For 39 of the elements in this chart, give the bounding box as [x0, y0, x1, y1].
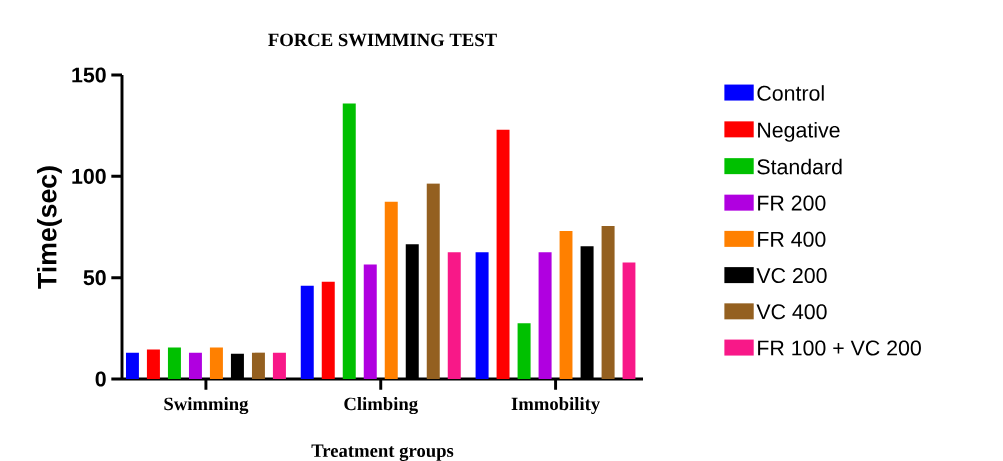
chart-title: FORCE SWIMMING TEST [268, 33, 497, 47]
x-axis-title: Treatment groups [311, 444, 454, 461]
y-tick-label: 150 [72, 67, 106, 83]
bar [321, 281, 335, 379]
legend-label: FR 400 [758, 231, 826, 247]
bar [209, 347, 223, 379]
legend-label: Negative [758, 121, 840, 142]
bar [601, 225, 615, 379]
legend-label: VC 200 [756, 268, 827, 284]
legend-label: FR 200 [758, 195, 826, 211]
legend-label: FR 100 + VC 200 [758, 340, 921, 356]
bar [188, 352, 202, 379]
bar [251, 352, 265, 379]
bar [475, 252, 489, 379]
bar [300, 285, 314, 379]
bar [622, 262, 636, 379]
legend-label: Standard [757, 158, 842, 175]
bar [146, 349, 160, 379]
bar [517, 323, 531, 379]
y-tick-label: 0 [95, 371, 106, 387]
x-tick-label: Climbing [344, 397, 418, 415]
bar [538, 252, 552, 379]
bar [272, 352, 286, 379]
bar [447, 252, 461, 379]
bar [342, 103, 356, 379]
y-axis-title: Time(sec) [37, 166, 62, 289]
legend-label: VC 400 [756, 304, 827, 320]
bar [426, 183, 440, 379]
bar [167, 347, 181, 379]
y-tick-label: 100 [72, 168, 106, 184]
bar [496, 129, 510, 379]
x-tick-label: Immobility [511, 397, 601, 415]
bar [125, 352, 139, 379]
bar [363, 264, 377, 379]
bar [384, 201, 398, 379]
bar [559, 231, 573, 379]
legend-label: Control [757, 85, 824, 101]
y-tick-label: 50 [83, 270, 106, 286]
x-tick-label: Swimming [164, 397, 249, 415]
